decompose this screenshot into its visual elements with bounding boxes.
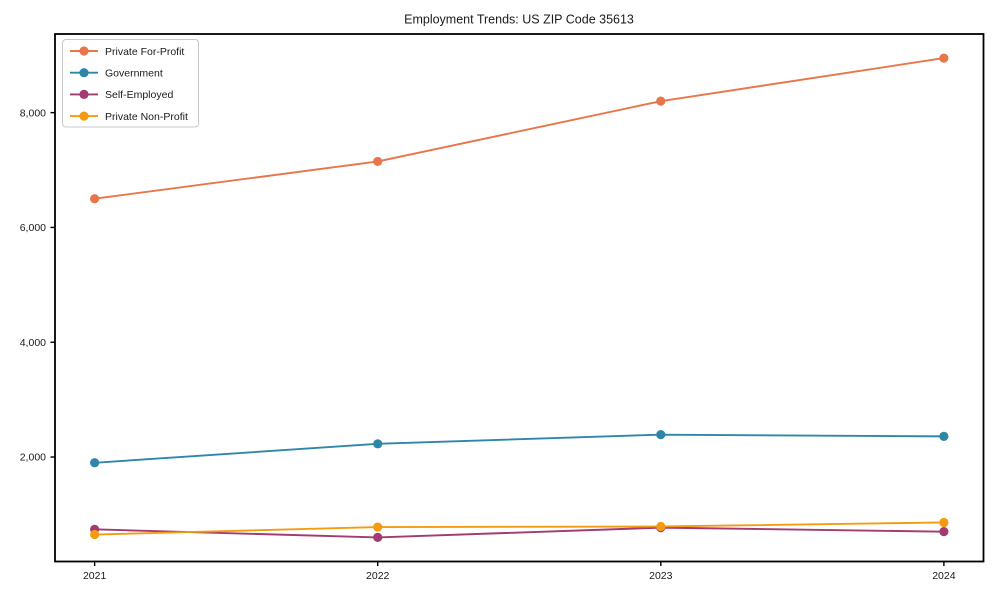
y-axis-tick-label: 4,000 bbox=[20, 337, 46, 349]
data-point-marker bbox=[373, 439, 383, 449]
data-point-marker bbox=[373, 522, 383, 532]
legend-box bbox=[62, 39, 199, 128]
chart-title: Employment Trends: US ZIP Code 35613 bbox=[404, 13, 634, 27]
legend-swatch-dot bbox=[79, 68, 89, 78]
legend-label: Self-Employed bbox=[105, 89, 173, 101]
legend-swatch-dot bbox=[79, 89, 89, 99]
data-point-marker bbox=[939, 53, 949, 63]
legend-swatch-dot bbox=[79, 111, 89, 121]
data-point-marker bbox=[90, 194, 100, 204]
data-point-marker bbox=[656, 430, 666, 440]
y-axis-tick-label: 2,000 bbox=[20, 452, 46, 464]
x-axis-tick-label: 2023 bbox=[649, 570, 673, 582]
series-line-self-employed bbox=[93, 526, 945, 539]
x-axis-tick-label: 2024 bbox=[932, 570, 956, 582]
plot-border bbox=[54, 33, 985, 563]
y-axis-tick-label: 8,000 bbox=[20, 107, 46, 119]
series-line-private-non-profit bbox=[93, 521, 945, 536]
data-point-marker bbox=[939, 527, 949, 537]
data-point-marker bbox=[373, 532, 383, 542]
series-line-government bbox=[93, 433, 945, 464]
x-axis-tick-label: 2021 bbox=[83, 570, 107, 582]
legend-label: Government bbox=[105, 68, 163, 80]
data-point-marker bbox=[939, 431, 949, 441]
data-point-marker bbox=[90, 458, 100, 468]
y-axis-tick-label: 6,000 bbox=[20, 222, 46, 234]
data-point-marker bbox=[656, 96, 666, 106]
legend-swatch-dot bbox=[79, 46, 89, 56]
legend-label: Private For-Profit bbox=[105, 46, 184, 58]
legend-label: Private Non-Profit bbox=[105, 111, 188, 123]
series-line-private-for-profit bbox=[93, 57, 945, 200]
data-point-marker bbox=[656, 521, 666, 532]
data-point-marker bbox=[90, 529, 100, 540]
data-point-marker bbox=[373, 156, 383, 167]
x-axis-tick-label: 2022 bbox=[366, 570, 390, 582]
data-point-marker bbox=[939, 517, 949, 528]
